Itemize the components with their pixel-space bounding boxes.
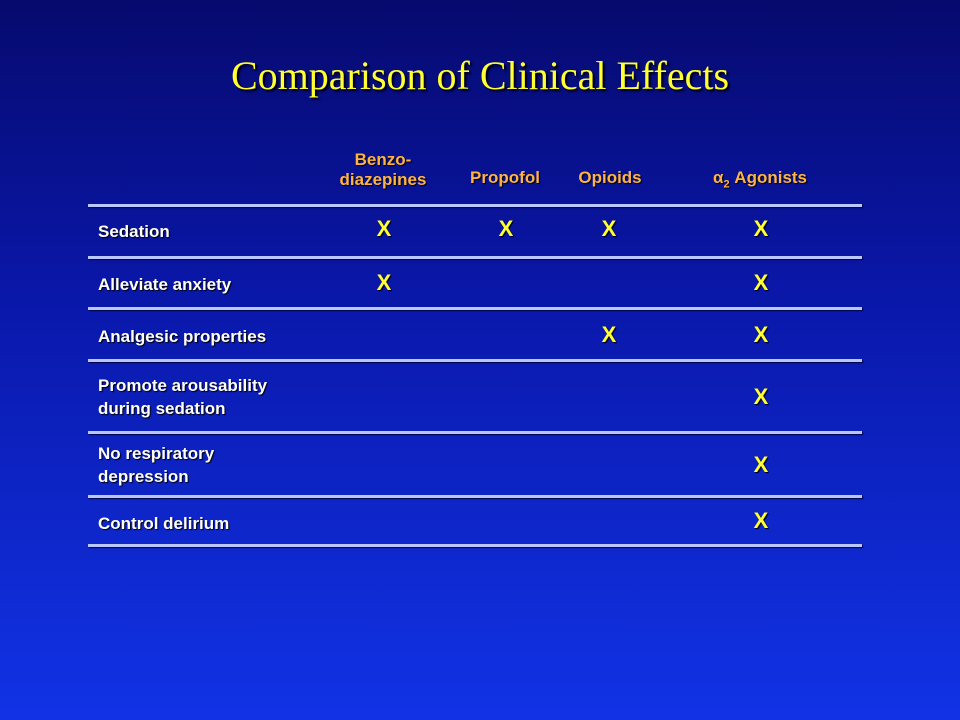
table-rule — [88, 307, 862, 310]
row-label-line: during sedation — [98, 399, 226, 418]
check-mark: X — [498, 216, 514, 241]
check-mark: X — [376, 270, 392, 295]
table-rule — [88, 359, 862, 362]
row-label-line: No respiratory — [98, 444, 215, 463]
row-label-no-respiratory-depression: No respiratory depression — [98, 442, 214, 488]
row-label-line: Alleviate anxiety — [98, 275, 232, 294]
table-rule — [88, 544, 862, 547]
column-header-line: diazepines — [339, 170, 427, 189]
slide-title: Comparison of Clinical Effects — [230, 53, 730, 98]
check-mark: X — [601, 216, 617, 241]
column-header-alpha2-agonists: α2 Agonists — [690, 168, 830, 194]
row-label-promote-arousability: Promote arousability during sedation — [98, 374, 267, 420]
check-mark: X — [753, 270, 769, 295]
check-mark: X — [753, 384, 769, 409]
row-label-line: depression — [98, 467, 189, 486]
row-label-line: Sedation — [98, 222, 170, 241]
row-label-line: Analgesic properties — [98, 327, 267, 346]
row-label-control-delirium: Control delirium — [98, 512, 229, 535]
alpha-symbol: α — [712, 168, 724, 187]
column-header-line: Opioids — [578, 168, 642, 187]
check-mark: X — [753, 322, 769, 347]
row-label-line: Control delirium — [98, 514, 230, 533]
agonists-label: Agonists — [729, 168, 808, 187]
alpha-subscript: 2 — [723, 178, 730, 191]
column-header-benzodiazepines: Benzo- diazepines — [323, 150, 443, 190]
row-label-sedation: Sedation — [98, 220, 170, 243]
check-mark: X — [601, 322, 617, 347]
column-header-line: Benzo- — [354, 150, 412, 169]
table-rule — [88, 495, 862, 498]
row-label-alleviate-anxiety: Alleviate anxiety — [98, 273, 231, 296]
column-header-opioids: Opioids — [560, 168, 660, 188]
column-header-propofol: Propofol — [455, 168, 555, 188]
table-rule — [88, 256, 862, 259]
check-mark: X — [376, 216, 392, 241]
check-mark: X — [753, 452, 769, 477]
row-label-line: Promote arousability — [98, 376, 268, 395]
check-mark: X — [753, 508, 769, 533]
column-header-line: Propofol — [470, 168, 540, 187]
table-rule — [88, 431, 862, 434]
check-mark: X — [753, 216, 769, 241]
table-rule — [88, 204, 862, 207]
row-label-analgesic-properties: Analgesic properties — [98, 325, 266, 348]
